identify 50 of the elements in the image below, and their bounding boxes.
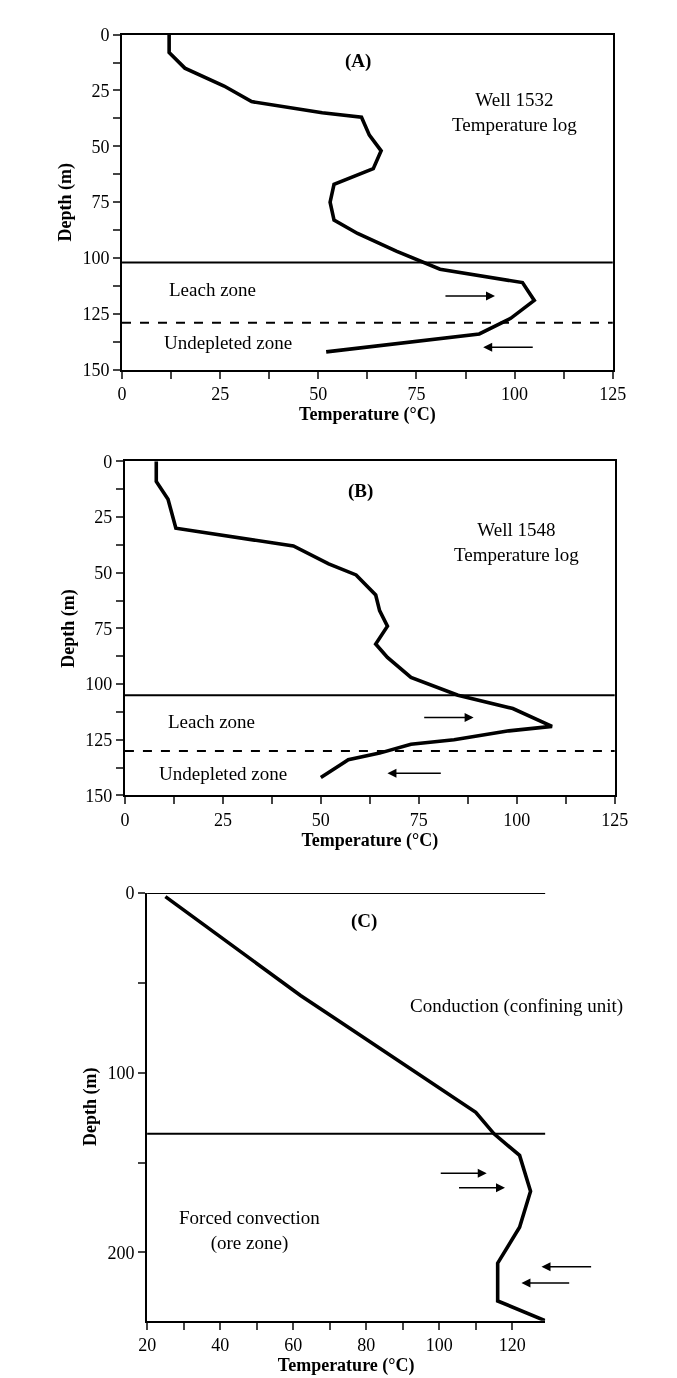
x-tick-label: 100 — [501, 384, 529, 405]
y-tick-label: 50 — [94, 563, 113, 584]
x-tick-label: 100 — [425, 1335, 453, 1356]
annotation: Leach zone — [168, 711, 256, 732]
y-tick-label: 100 — [82, 248, 110, 269]
x-tick-label: 75 — [409, 810, 428, 831]
y-tick-label: 0 — [100, 24, 110, 45]
annotation: (A) — [345, 50, 372, 72]
annotation: Conduction (confining unit) — [410, 995, 624, 1017]
y-tick-label: 75 — [91, 192, 110, 213]
annotation: (C) — [351, 910, 378, 932]
y-tick-label: 150 — [82, 360, 110, 381]
y-tick-label: 100 — [107, 1063, 135, 1084]
annotation: (B) — [348, 480, 374, 502]
x-tick-label: 120 — [498, 1335, 526, 1356]
y-tick-label: 50 — [91, 136, 110, 157]
x-axis-title: Temperature (°C) — [299, 404, 436, 426]
annotation: Well 1548 Temperature log — [454, 519, 580, 565]
y-tick-label: 25 — [94, 507, 113, 528]
x-tick-label: 25 — [211, 384, 230, 405]
y-axis-title: Depth (m) — [80, 1067, 102, 1147]
x-tick-label: 80 — [357, 1335, 376, 1356]
x-tick-label: 40 — [211, 1335, 230, 1356]
x-tick-label: 50 — [311, 810, 330, 831]
annotation: Leach zone — [169, 279, 257, 300]
x-tick-label: 50 — [309, 384, 328, 405]
y-tick-label: 125 — [82, 304, 110, 325]
x-tick-label: 60 — [284, 1335, 303, 1356]
annotation: Well 1532 Temperature log — [452, 89, 578, 135]
x-axis-title: Temperature (°C) — [301, 830, 439, 852]
y-axis-title: Depth (m) — [58, 589, 80, 668]
y-tick-label: 0 — [103, 451, 113, 472]
y-tick-label: 75 — [94, 618, 113, 639]
y-axis-title: Depth (m) — [55, 162, 77, 242]
x-tick-label: 125 — [601, 810, 629, 831]
y-tick-label: 100 — [85, 674, 113, 695]
x-tick-label: 75 — [407, 384, 426, 405]
annotation: Forced convection (ore zone) — [179, 1207, 321, 1254]
x-tick-label: 100 — [503, 810, 531, 831]
x-axis-title: Temperature (°C) — [277, 1355, 415, 1377]
y-tick-label: 200 — [107, 1242, 135, 1263]
x-tick-label: 25 — [213, 810, 232, 831]
annotation: Undepleted zone — [164, 332, 293, 353]
y-tick-label: 125 — [85, 730, 113, 751]
y-tick-label: 25 — [91, 80, 110, 101]
x-tick-label: 125 — [599, 384, 627, 405]
y-tick-label: 0 — [125, 883, 135, 904]
y-tick-label: 150 — [85, 785, 113, 806]
x-tick-label: 20 — [138, 1335, 157, 1356]
annotation: Undepleted zone — [159, 763, 288, 784]
